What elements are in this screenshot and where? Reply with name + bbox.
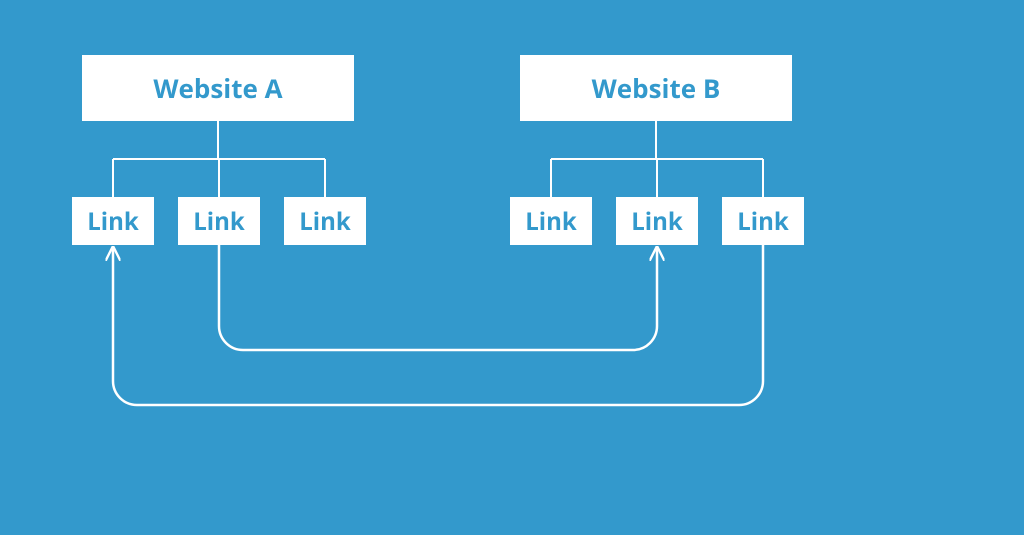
website-b-link-0: Link [510,197,592,245]
website-a-link-0: Link [72,197,154,245]
website-a-link-2-label: Link [299,205,351,238]
website-b-box-label: Website B [592,70,721,106]
diagram-canvas: Website A Link Link Link Website B Link Link Li… [0,0,1024,535]
website-a-link-1-label: Link [193,205,245,238]
website-b-link-0-label: Link [525,205,577,238]
website-b-link-2: Link [722,197,804,245]
website-b-box: Website B [520,55,792,121]
website-b-link-1-label: Link [631,205,683,238]
website-a-box-label: Website A [153,70,282,106]
cross-arrow-1 [113,245,763,405]
website-a-link-2: Link [284,197,366,245]
website-a-link-1: Link [178,197,260,245]
website-a-box: Website A [82,55,354,121]
cross-arrow-0 [219,245,657,350]
website-b-link-1: Link [616,197,698,245]
website-a-link-0-label: Link [87,205,139,238]
website-b-link-2-label: Link [737,205,789,238]
